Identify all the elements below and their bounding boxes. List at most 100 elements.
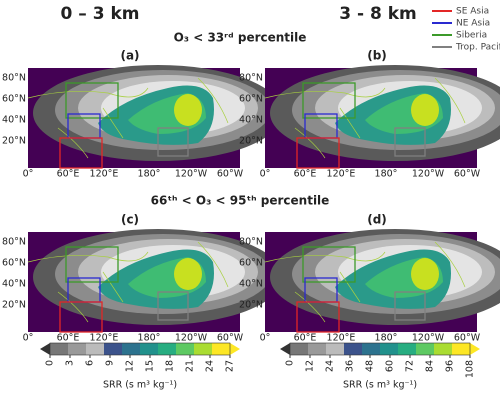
lon-label: 0° — [23, 169, 34, 180]
region-box — [157, 127, 189, 157]
region-box — [394, 127, 426, 157]
colorbar-tick-label: 84 — [425, 360, 436, 372]
lat-label: 40°N — [2, 279, 26, 290]
lon-label: 60°W — [217, 333, 244, 344]
lon-label: 60°W — [454, 333, 481, 344]
lon-label: 120°W — [175, 169, 208, 180]
region-box — [59, 137, 103, 169]
column-title: 3 - 8 km — [339, 4, 417, 24]
colorbar-segment — [140, 343, 159, 355]
colorbar-label: SRR (s m³ kg⁻¹) — [343, 380, 417, 391]
map — [27, 229, 283, 333]
colorbar-frame — [289, 342, 471, 356]
colorbar-segment — [212, 343, 231, 355]
legend-label: NE Asia — [456, 19, 490, 29]
lat-label: 20°N — [2, 300, 26, 311]
lon-label: 60°E — [294, 333, 317, 344]
panel-label: (c) — [121, 213, 139, 227]
lat-label: 20°N — [239, 136, 263, 147]
lat-label: 40°N — [239, 115, 263, 126]
lon-label: 120°W — [412, 333, 445, 344]
colorbar-tick-label: 3 — [65, 360, 76, 366]
lon-label: 60°W — [217, 169, 244, 180]
colorbar-tick-label: 9 — [105, 360, 116, 366]
map-coast — [27, 77, 229, 159]
colorbar-segment — [380, 343, 399, 355]
lon-label: 120°E — [90, 169, 119, 180]
colorbar-tick-label: 21 — [185, 360, 196, 372]
region-box — [296, 301, 340, 333]
colorbar-segment — [416, 343, 435, 355]
colorbar-segment — [434, 343, 453, 355]
lon-label: 120°E — [327, 169, 356, 180]
colorbar-tick-label: 60 — [385, 360, 396, 372]
lon-label: 180° — [375, 169, 398, 180]
colorbar-tick-label: 24 — [325, 360, 336, 372]
legend-label: Trop. Pacif — [455, 43, 500, 53]
colorbar-tick-label: 108 — [465, 360, 476, 378]
lat-label: 40°N — [2, 115, 26, 126]
colorbar-segment — [50, 343, 69, 355]
legend-label: SE Asia — [456, 7, 489, 17]
colorbar-segment — [194, 343, 213, 355]
colorbar-tick-label: 27 — [225, 360, 236, 372]
region-box — [394, 291, 426, 321]
colorbar-segment — [290, 343, 309, 355]
colorbar-segment — [308, 343, 327, 355]
colorbar-extend — [280, 343, 290, 355]
region-box — [296, 137, 340, 169]
colorbar-segment — [176, 343, 195, 355]
map-coast — [264, 241, 466, 323]
lon-label: 60°W — [454, 169, 481, 180]
colorbar-segment — [362, 343, 381, 355]
lon-label: 0° — [260, 333, 271, 344]
region-box — [59, 301, 103, 333]
lon-label: 180° — [138, 169, 161, 180]
colorbar-segment — [326, 343, 345, 355]
column-title: 0 – 3 km — [61, 4, 140, 24]
lat-label: 80°N — [239, 73, 263, 84]
region-box — [302, 246, 356, 283]
colorbar-tick-label: 0 — [45, 360, 56, 366]
lon-label: 180° — [375, 333, 398, 344]
row-title: O₃ < 33ʳᵈ percentile — [174, 31, 307, 45]
map-blob — [411, 94, 439, 126]
region-box — [65, 246, 119, 283]
lat-label: 60°N — [2, 258, 26, 269]
colorbar-frame — [49, 342, 231, 356]
colorbar-tick-label: 72 — [405, 360, 416, 372]
map-blob — [411, 258, 439, 290]
lat-label: 80°N — [2, 237, 26, 248]
map — [264, 65, 500, 169]
colorbar-extend — [470, 343, 480, 355]
colorbar-segment — [344, 343, 363, 355]
lat-label: 40°N — [239, 279, 263, 290]
map-blob — [174, 94, 202, 126]
lon-label: 60°E — [57, 169, 80, 180]
map — [264, 229, 500, 333]
lon-label: 0° — [260, 169, 271, 180]
colorbar-segment — [398, 343, 417, 355]
colorbar-segment — [158, 343, 177, 355]
colorbar-extend — [40, 343, 50, 355]
lon-label: 0° — [23, 333, 34, 344]
colorbar-tick-label: 15 — [145, 360, 156, 372]
lon-label: 60°E — [57, 333, 80, 344]
map-coast — [27, 241, 229, 323]
lat-label: 20°N — [239, 300, 263, 311]
colorbar-tick-label: 24 — [205, 360, 216, 372]
map-coast — [264, 77, 466, 159]
region-box — [302, 82, 356, 119]
colorbar-segment — [104, 343, 123, 355]
colorbar-segment — [122, 343, 141, 355]
lat-label: 80°N — [2, 73, 26, 84]
colorbar-tick-label: 6 — [85, 360, 96, 366]
panel-label: (b) — [367, 49, 387, 63]
panel-label: (d) — [367, 213, 387, 227]
colorbar-tick-label: 48 — [365, 360, 376, 372]
colorbar-tick-label: 18 — [165, 360, 176, 372]
lon-label: 180° — [138, 333, 161, 344]
colorbar-extend — [230, 343, 240, 355]
colorbar-tick-label: 12 — [305, 360, 316, 372]
